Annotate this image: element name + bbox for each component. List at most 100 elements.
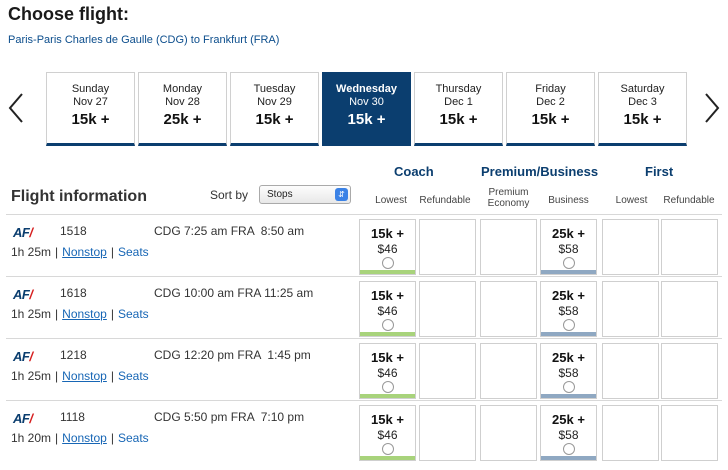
fare-business[interactable]: 25k + $58 (540, 219, 597, 275)
nonstop-link[interactable]: Nonstop (62, 369, 107, 383)
fare-points: 15k + (371, 412, 404, 427)
nonstop-link[interactable]: Nonstop (62, 431, 107, 445)
sort-value: Stops (267, 189, 293, 200)
fare-business[interactable]: 25k + $58 (540, 343, 597, 399)
fare-coach-lowest[interactable]: 15k + $46 (359, 405, 416, 461)
fare-radio[interactable] (562, 257, 575, 269)
nonstop-link[interactable]: Nonstop (62, 307, 107, 321)
fare-coach-lowest[interactable]: 15k + $46 (359, 343, 416, 399)
flight-number: 1218 (60, 348, 87, 362)
cabin-coach-heading: Coach (394, 164, 434, 179)
date-points: 15k + (439, 111, 478, 128)
date-tab-thursday[interactable]: Thursday Dec 1 15k + (414, 72, 503, 146)
fare-radio[interactable] (562, 319, 575, 331)
fare-business[interactable]: 25k + $58 (540, 281, 597, 337)
fare-coach-refundable-empty (419, 343, 476, 399)
seats-link[interactable]: Seats (117, 369, 149, 383)
col-first-lowest: Lowest (615, 195, 648, 206)
seats-link[interactable]: Seats (117, 307, 149, 321)
fare-cash: $46 (377, 242, 398, 256)
date-date: Dec 2 (536, 96, 565, 108)
date-day: Sunday (71, 83, 110, 95)
next-dates-button[interactable] (700, 90, 724, 126)
fare-premium-economy-empty (480, 219, 537, 275)
col-business: Business (548, 195, 589, 206)
fare-first-refundable-empty (661, 219, 718, 275)
fare-coach-refundable-empty (419, 219, 476, 275)
fare-first-refundable-empty (661, 343, 718, 399)
fare-cash: $58 (558, 242, 579, 256)
col-premium-economy: Premium Economy (480, 187, 537, 209)
fare-points: 25k + (552, 226, 585, 241)
fare-radio[interactable] (562, 381, 575, 393)
arrival: FRA 8:50 am (230, 224, 305, 238)
date-date: Nov 27 (73, 96, 108, 108)
duration: 1h 20m (11, 431, 52, 445)
fare-cash: $58 (558, 366, 579, 380)
date-points: 15k + (531, 111, 570, 128)
date-tab-monday[interactable]: Monday Nov 28 25k + (138, 72, 227, 146)
fare-points: 15k + (371, 226, 404, 241)
coach-color-bar (360, 456, 415, 460)
date-tab-friday[interactable]: Friday Dec 2 15k + (506, 72, 595, 146)
fare-first-lowest-empty (602, 219, 659, 275)
air-france-logo: AF/ (13, 349, 33, 364)
fare-business[interactable]: 25k + $58 (540, 405, 597, 461)
fare-coach-lowest[interactable]: 15k + $46 (359, 281, 416, 337)
row-divider (6, 276, 722, 277)
col-coach-refundable: Refundable (419, 195, 471, 206)
date-day: Saturday (620, 83, 665, 95)
arrival: FRA 11:25 am (237, 286, 314, 300)
date-tab-wednesday[interactable]: Wednesday Nov 30 15k + (322, 72, 411, 146)
fare-cash: $46 (377, 304, 398, 318)
date-tab-sunday[interactable]: Sunday Nov 27 15k + (46, 72, 135, 146)
fare-first-refundable-empty (661, 405, 718, 461)
seats-link[interactable]: Seats (117, 431, 149, 445)
fare-points: 25k + (552, 350, 585, 365)
flight-information-heading: Flight information (11, 188, 147, 205)
date-points: 15k + (71, 111, 110, 128)
business-color-bar (541, 332, 596, 336)
flight-meta: 1h 20m | Nonstop | Seats (11, 431, 149, 445)
fare-points: 15k + (371, 350, 404, 365)
fare-radio[interactable] (562, 443, 575, 455)
flight-times: CDG 10:00 am FRA 11:25 am (154, 286, 313, 300)
fare-radio[interactable] (381, 319, 394, 331)
date-points: 15k + (255, 111, 294, 128)
col-premium-economy-line2: Economy (487, 198, 530, 209)
fare-first-lowest-empty (602, 343, 659, 399)
fare-radio[interactable] (381, 381, 394, 393)
flight-row: AF/ 1218 CDG 12:20 pm FRA 1:45 pm 1h 25m… (0, 339, 728, 399)
flight-meta: 1h 25m | Nonstop | Seats (11, 307, 149, 321)
nonstop-link[interactable]: Nonstop (62, 245, 107, 259)
coach-color-bar (360, 332, 415, 336)
fare-points: 25k + (552, 288, 585, 303)
fare-radio[interactable] (381, 443, 394, 455)
date-day: Friday (535, 83, 566, 95)
row-divider (6, 400, 722, 401)
fare-coach-refundable-empty (419, 405, 476, 461)
fare-radio[interactable] (381, 257, 394, 269)
date-tab-tuesday[interactable]: Tuesday Nov 29 15k + (230, 72, 319, 146)
date-tab-saturday[interactable]: Saturday Dec 3 15k + (598, 72, 687, 146)
arrival: FRA 7:10 pm (230, 410, 305, 424)
fare-first-lowest-empty (602, 281, 659, 337)
business-color-bar (541, 270, 596, 274)
date-points: 15k + (347, 111, 386, 128)
departure: CDG 12:20 pm (154, 348, 235, 362)
chevron-left-icon (8, 93, 23, 123)
departure: CDG 10:00 am (154, 286, 235, 300)
date-date: Nov 29 (257, 96, 292, 108)
page-title: Choose flight: (8, 4, 129, 24)
date-points: 25k + (163, 111, 202, 128)
departure: CDG 5:50 pm (154, 410, 228, 424)
date-day: Thursday (435, 83, 482, 95)
sort-select[interactable]: Stops ⇵ (259, 185, 351, 204)
cabin-premium-heading: Premium/Business (481, 164, 599, 179)
fare-coach-lowest[interactable]: 15k + $46 (359, 219, 416, 275)
date-day: Tuesday (253, 83, 296, 95)
seats-link[interactable]: Seats (117, 245, 149, 259)
date-points: 15k + (623, 111, 662, 128)
duration: 1h 25m (11, 245, 52, 259)
previous-dates-button[interactable] (4, 90, 28, 126)
